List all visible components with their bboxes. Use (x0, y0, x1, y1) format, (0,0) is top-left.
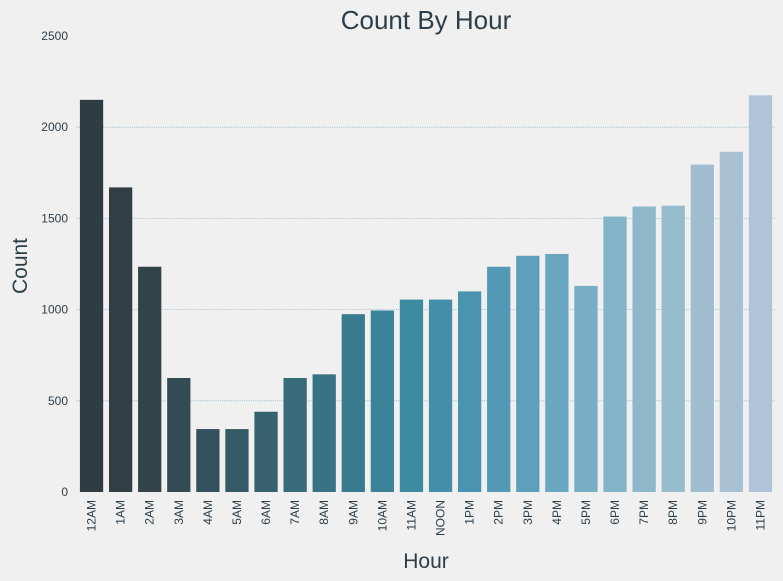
bar-8am (312, 374, 336, 492)
x-tick-label: 7PM (637, 500, 651, 525)
x-tick-label: 2AM (143, 500, 157, 525)
bar-4pm (545, 253, 569, 492)
x-tick-label: 9AM (346, 500, 360, 525)
bar-7am (283, 378, 307, 492)
x-tick-labels: 12AM 1AM 2AM 3AM 4AM 5AM 6AM 7AM 8AM 9AM 10AM 11AM N… (85, 500, 768, 536)
bar-6am (254, 411, 278, 492)
bars (79, 95, 773, 493)
bar-10am (370, 310, 395, 492)
x-tick-label: 1AM (114, 500, 128, 525)
x-tick-label: 4AM (201, 500, 215, 525)
bar-5am (225, 429, 249, 492)
x-tick-label: 8AM (317, 500, 331, 525)
bar-9pm (690, 164, 714, 492)
bar-3pm (516, 255, 540, 492)
x-tick-label: 9PM (695, 500, 709, 525)
x-tick-label: 6PM (608, 500, 622, 525)
bar-8pm (661, 205, 685, 492)
x-tick-label: 6AM (259, 500, 273, 525)
x-tick-label: 10AM (375, 500, 389, 531)
bar-10pm (719, 151, 744, 492)
x-tick-label: 10PM (724, 500, 738, 531)
bar-7pm (632, 206, 656, 493)
bar-6pm (603, 216, 627, 492)
x-tick-label: 11PM (753, 500, 767, 530)
y-tick-labels: 0 500 1000 1500 2000 2500 (41, 29, 68, 499)
bar-1pm (457, 291, 482, 492)
bar-1am (108, 187, 133, 492)
x-tick-label: 2PM (492, 500, 506, 525)
y-axis-label: Count (9, 238, 32, 294)
x-tick-label: 8PM (666, 500, 680, 525)
y-tick-label: 500 (48, 394, 68, 408)
x-tick-label: 11AM (404, 500, 418, 530)
bar-12am (79, 99, 104, 492)
x-tick-label: 3AM (172, 500, 186, 525)
x-tick-label: 5PM (579, 500, 593, 525)
x-tick-label: 12AM (85, 500, 99, 531)
gridlines (77, 126, 775, 402)
bar-noon (428, 299, 453, 492)
bar-2pm (487, 266, 511, 492)
x-tick-label: 5AM (230, 500, 244, 525)
y-tick-label: 1000 (41, 303, 68, 317)
bar-11pm (748, 95, 773, 492)
y-tick-label: 0 (61, 485, 68, 499)
x-tick-label: 1PM (463, 500, 477, 525)
x-tick-label: 7AM (288, 500, 302, 525)
x-axis-label: Hour (403, 550, 449, 573)
x-tick-label: 4PM (550, 500, 564, 525)
y-tick-label: 1500 (41, 211, 68, 225)
x-tick-label: 3PM (521, 500, 535, 525)
bar-9am (341, 314, 365, 492)
x-tick-label: NOON (434, 500, 448, 536)
y-tick-label: 2000 (41, 120, 68, 134)
bar-2am (138, 266, 162, 492)
bar-3am (167, 378, 191, 492)
bar-11am (399, 299, 424, 492)
bar-5pm (574, 285, 598, 492)
bar-4am (196, 429, 220, 492)
y-tick-label: 2500 (41, 29, 68, 43)
chart-title: Count By Hour (341, 5, 512, 35)
